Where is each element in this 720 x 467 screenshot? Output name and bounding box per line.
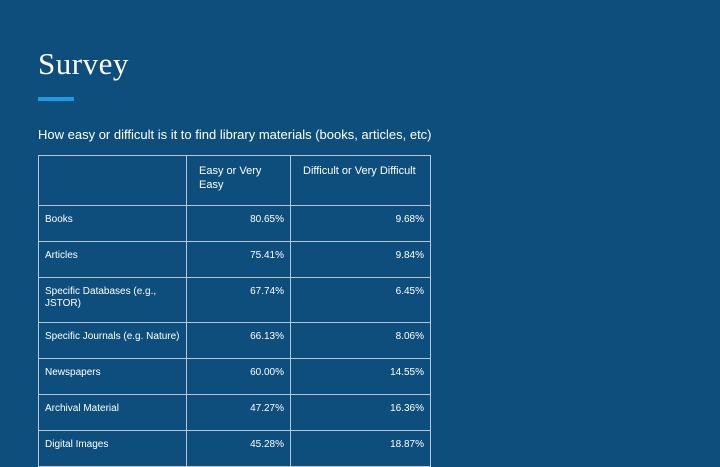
easy-value: 60.00% [186,358,291,395]
difficult-value: 14.55% [290,358,431,395]
table-row: Archival Material 47.27% 16.36% [38,394,431,431]
easy-value: 45.28% [186,430,291,467]
difficult-value: 18.87% [290,430,431,467]
row-label: Archival Material [38,394,187,431]
difficult-value: 9.68% [290,205,431,242]
survey-results-table: Easy or Very Easy Difficult or Very Diff… [38,155,431,467]
slide-title: Survey [38,46,129,81]
table-row: Specific Databases (e.g., JSTOR) 67.74% … [38,277,431,323]
difficult-value: 8.06% [290,322,431,359]
row-label: Books [38,205,187,242]
easy-value: 66.13% [186,322,291,359]
table-row: Newspapers 60.00% 14.55% [38,358,431,395]
table-row: Specific Journals (e.g. Nature) 66.13% 8… [38,322,431,359]
table-row: Articles 75.41% 9.84% [38,241,431,278]
table-row: Digital Images 45.28% 18.87% [38,430,431,467]
header-cell-difficult: Difficult or Very Difficult [290,155,431,206]
difficult-value: 9.84% [290,241,431,278]
easy-value: 80.65% [186,205,291,242]
easy-value: 47.27% [186,394,291,431]
row-label: Newspapers [38,358,187,395]
table-header-row: Easy or Very Easy Difficult or Very Diff… [38,155,431,206]
title-accent-bar [38,97,74,101]
header-cell-easy: Easy or Very Easy [186,155,291,206]
easy-value: 67.74% [186,277,291,323]
difficult-value: 6.45% [290,277,431,323]
header-cell-empty [38,155,187,206]
row-label: Specific Databases (e.g., JSTOR) [38,277,187,323]
difficult-value: 16.36% [290,394,431,431]
row-label: Digital Images [38,430,187,467]
survey-question: How easy or difficult is it to find libr… [38,127,432,142]
row-label: Articles [38,241,187,278]
row-label: Specific Journals (e.g. Nature) [38,322,187,359]
easy-value: 75.41% [186,241,291,278]
table-row: Books 80.65% 9.68% [38,205,431,242]
